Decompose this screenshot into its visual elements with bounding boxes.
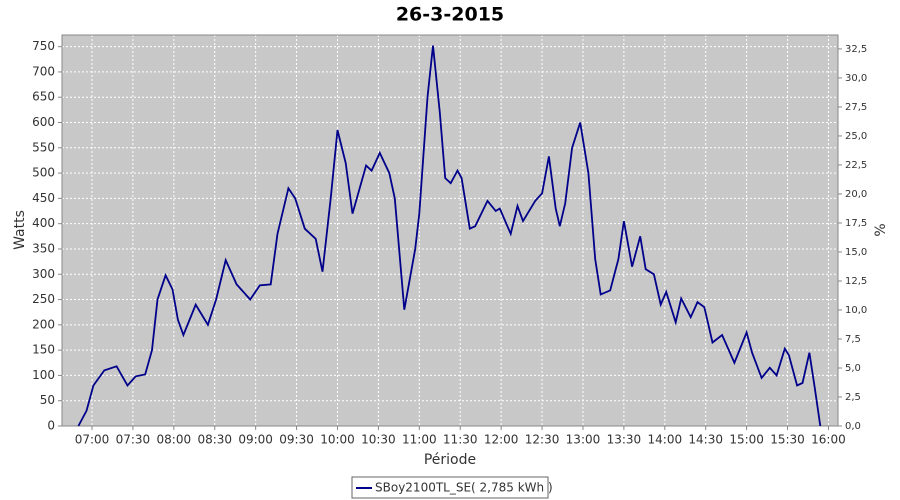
x-tick-label: 14:00 bbox=[648, 433, 683, 447]
x-tick-label: 15:00 bbox=[729, 433, 764, 447]
x-tick-label: 12:30 bbox=[525, 433, 560, 447]
x-tick-label: 10:30 bbox=[361, 433, 396, 447]
y2-tick-label: 20,0 bbox=[845, 189, 867, 200]
x-axis-label: Période bbox=[424, 452, 476, 468]
legend: SBoy2100TL_SE( 2,785 kWh ) bbox=[351, 476, 553, 499]
x-tick-label: 13:30 bbox=[607, 433, 642, 447]
x-tick-label: 08:30 bbox=[197, 433, 232, 447]
y2-tick-label: 30,0 bbox=[845, 73, 867, 84]
y2-tick-label: 22,5 bbox=[845, 160, 867, 171]
x-tick-label: 14:30 bbox=[688, 433, 723, 447]
x-tick-label: 12:00 bbox=[484, 433, 519, 447]
y-tick-label: 300 bbox=[32, 267, 55, 281]
data-line bbox=[77, 45, 822, 427]
y-tick-label: 200 bbox=[32, 317, 55, 331]
y-tick-label: 650 bbox=[32, 90, 55, 104]
y2-tick-label: 32,5 bbox=[845, 44, 867, 55]
y2-tick-label: 27,5 bbox=[845, 102, 867, 113]
y-tick-label: 100 bbox=[32, 368, 55, 382]
y2-tick-label: 5,0 bbox=[845, 363, 861, 374]
y2-tick-label: 0,0 bbox=[845, 421, 861, 432]
plot-area bbox=[62, 35, 838, 426]
y-tick-label: 150 bbox=[32, 343, 55, 357]
x-tick-label: 10:00 bbox=[320, 433, 355, 447]
y2-tick-label: 10,0 bbox=[845, 305, 867, 316]
chart-title: 26-3-2015 bbox=[396, 4, 504, 26]
y-tick-label: 600 bbox=[32, 115, 55, 129]
x-tick-label: 08:00 bbox=[157, 433, 192, 447]
x-tick-label: 07:00 bbox=[75, 433, 110, 447]
y-tick-label: 550 bbox=[32, 140, 55, 154]
y2-tick-label: 17,5 bbox=[845, 218, 867, 229]
y2-tick-label: 2,5 bbox=[845, 392, 861, 403]
y-axis-label: Watts bbox=[12, 210, 28, 250]
y2-axis-label: % bbox=[873, 223, 889, 236]
x-tick-label: 09:00 bbox=[238, 433, 273, 447]
y-tick-label: 500 bbox=[32, 166, 55, 180]
x-tick-label: 09:30 bbox=[279, 433, 314, 447]
x-tick-label: 16:00 bbox=[811, 433, 846, 447]
y-tick-label: 50 bbox=[40, 393, 55, 407]
y2-tick-label: 7,5 bbox=[845, 334, 861, 345]
y-tick-label: 450 bbox=[32, 191, 55, 205]
x-tick-label: 11:00 bbox=[402, 433, 437, 447]
y-tick-label: 250 bbox=[32, 292, 55, 306]
y-tick-label: 400 bbox=[32, 216, 55, 230]
y-tick-label: 350 bbox=[32, 241, 55, 255]
y2-tick-label: 15,0 bbox=[845, 247, 867, 258]
y2-tick-label: 12,5 bbox=[845, 276, 867, 287]
plot-border bbox=[61, 34, 839, 427]
legend-label: SBoy2100TL_SE( 2,785 kWh ) bbox=[375, 481, 553, 495]
y-tick-label: 700 bbox=[32, 64, 55, 78]
x-tick-label: 07:30 bbox=[116, 433, 151, 447]
legend-box bbox=[351, 476, 549, 499]
x-tick-label: 15:30 bbox=[770, 433, 805, 447]
y-tick-label: 0 bbox=[47, 419, 55, 433]
x-tick-label: 11:30 bbox=[443, 433, 478, 447]
x-tick-label: 13:00 bbox=[566, 433, 601, 447]
y2-tick-label: 25,0 bbox=[845, 131, 867, 142]
y-tick-label: 750 bbox=[32, 39, 55, 53]
